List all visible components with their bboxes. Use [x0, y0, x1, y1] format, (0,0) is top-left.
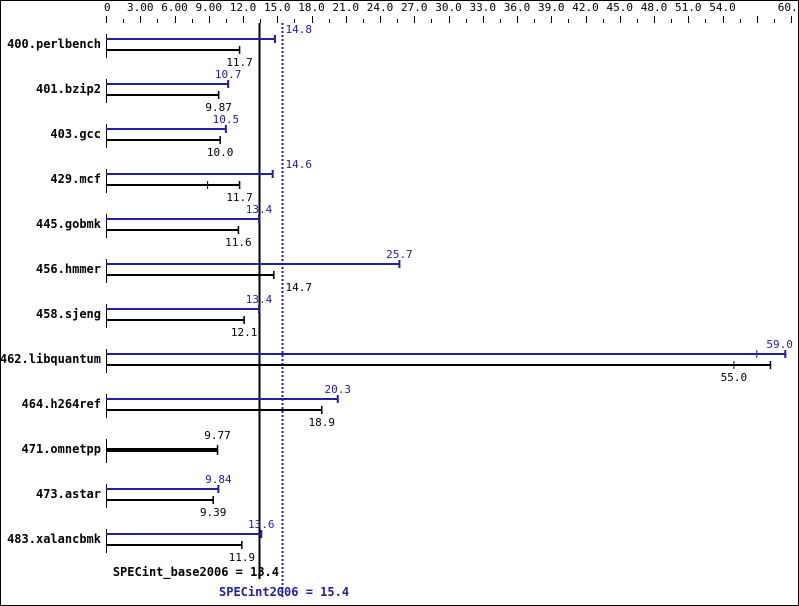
benchmark-label: 403.gcc [50, 127, 101, 141]
benchmark-label: 462.libquantum [1, 352, 101, 366]
base-value-label: 14.7 [286, 281, 313, 294]
x-tick-label: 54.0 [709, 1, 736, 14]
x-tick-label: 39.0 [538, 1, 565, 14]
x-tick-label: 51.0 [675, 1, 702, 14]
benchmark-label: 458.sjeng [36, 307, 101, 321]
x-tick-label: 33.0 [470, 1, 497, 14]
benchmark-label: 471.omnetpp [22, 442, 101, 456]
x-tick-label: 9.00 [196, 1, 223, 14]
benchmark-label: 473.astar [36, 487, 101, 501]
base-value-label: 11.7 [226, 56, 253, 69]
benchmark-label: 445.gobmk [36, 217, 102, 231]
x-tick-label: 27.0 [401, 1, 428, 14]
peak-value-label: 13.4 [246, 203, 273, 216]
base-summary-label: SPECint_base2006 = 13.4 [113, 565, 279, 580]
peak-value-label: 59.0 [766, 338, 793, 351]
peak-value-label: 13.4 [246, 293, 273, 306]
base-value-label: 11.9 [229, 551, 256, 564]
base-value-label: 55.0 [721, 371, 748, 384]
base-value-label: 18.9 [309, 416, 336, 429]
x-tick-label: 15.0 [264, 1, 291, 14]
base-value-label: 9.87 [205, 101, 232, 114]
x-tick-label: 24.0 [367, 1, 394, 14]
x-tick-label: 3.00 [127, 1, 154, 14]
base-value-label: 10.0 [207, 146, 234, 159]
x-tick-label: 60.0 [778, 1, 799, 14]
x-tick-label: 12.0 [230, 1, 257, 14]
x-tick-label: 45.0 [607, 1, 634, 14]
x-tick-label: 42.0 [572, 1, 599, 14]
base-value-label: 9.39 [200, 506, 227, 519]
peak-value-label: 20.3 [325, 383, 352, 396]
x-tick-label: 36.0 [504, 1, 531, 14]
benchmark-label: 483.xalancbmk [7, 532, 102, 546]
x-tick-label: 0 [104, 1, 111, 14]
x-tick-label: 30.0 [435, 1, 462, 14]
peak-value-label: 10.5 [213, 113, 240, 126]
peak-summary-label: SPECint2006 = 15.4 [219, 585, 349, 599]
x-tick-label: 21.0 [333, 1, 360, 14]
peak-value-label: 9.84 [205, 473, 232, 486]
peak-value-label: 10.7 [215, 68, 242, 81]
peak-value-label: 25.7 [386, 248, 413, 261]
peak-value-label: 14.6 [286, 158, 313, 171]
benchmark-label: 456.hmmer [36, 262, 101, 276]
peak-value-label: 13.6 [248, 518, 275, 531]
base-value-label: 12.1 [231, 326, 258, 339]
base-value-label: 9.77 [204, 429, 231, 442]
x-tick-label: 18.0 [298, 1, 325, 14]
base-value-label: 11.7 [226, 191, 253, 204]
peak-value-label: 14.8 [286, 23, 313, 36]
base-value-label: 11.6 [225, 236, 252, 249]
benchmark-label: 464.h264ref [22, 397, 101, 411]
benchmark-label: 401.bzip2 [36, 82, 101, 96]
x-tick-label: 6.00 [161, 1, 188, 14]
benchmark-label: 400.perlbench [7, 37, 101, 51]
x-tick-label: 48.0 [641, 1, 668, 14]
benchmark-label: 429.mcf [50, 172, 101, 186]
